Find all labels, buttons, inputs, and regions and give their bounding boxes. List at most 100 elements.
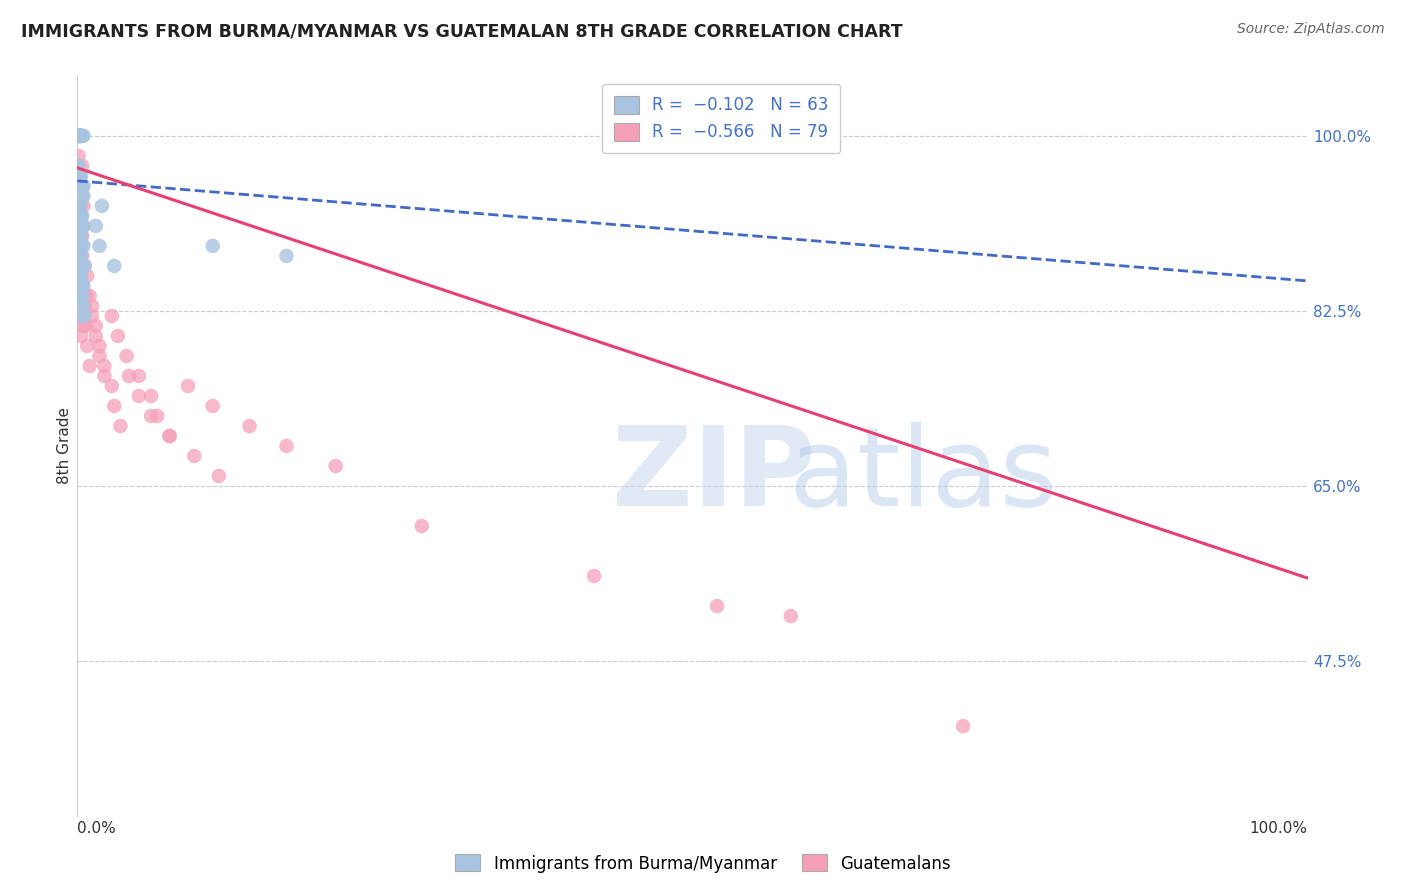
Point [101, 379, 124, 393]
Point [115, 349, 138, 363]
Point [72, 239, 94, 253]
Point [84, 219, 107, 233]
Point [69, 128, 91, 143]
Point [73, 259, 96, 273]
Point [70, 268, 93, 283]
Point [70, 128, 93, 143]
Point [183, 449, 205, 463]
Point [69, 209, 91, 223]
Point [67, 149, 90, 163]
Point [93, 368, 115, 383]
Point [70, 219, 93, 233]
Text: Source: ZipAtlas.com: Source: ZipAtlas.com [1237, 22, 1385, 37]
Point [201, 239, 224, 253]
Point [70, 159, 93, 173]
Point [75, 318, 97, 333]
Point [128, 368, 150, 383]
Point [76, 339, 98, 353]
Point [69, 199, 91, 213]
Point [70, 329, 93, 343]
Point [76, 268, 98, 283]
Point [411, 519, 433, 533]
Point [70, 279, 93, 293]
Point [70, 189, 93, 203]
Point [201, 399, 224, 413]
Point [72, 279, 94, 293]
Point [70, 178, 93, 193]
Point [101, 309, 124, 323]
Point [69, 128, 91, 143]
Point [69, 239, 91, 253]
Point [79, 359, 101, 373]
Point [90, 199, 114, 213]
Point [67, 159, 90, 173]
Point [70, 178, 93, 193]
Legend: Immigrants from Burma/Myanmar, Guatemalans: Immigrants from Burma/Myanmar, Guatemala… [449, 847, 957, 880]
Point [67, 199, 90, 213]
Text: 0.0%: 0.0% [77, 822, 117, 836]
Point [69, 228, 91, 243]
Point [72, 189, 94, 203]
Point [110, 419, 132, 434]
Point [70, 228, 93, 243]
Point [70, 128, 93, 143]
Point [70, 239, 93, 253]
Point [952, 719, 974, 733]
Point [67, 199, 90, 213]
Point [70, 128, 93, 143]
Point [70, 249, 93, 263]
Point [70, 209, 93, 223]
Point [70, 239, 93, 253]
Point [67, 249, 90, 263]
Point [67, 289, 90, 303]
Point [107, 329, 129, 343]
Point [84, 318, 107, 333]
Point [70, 199, 93, 213]
Point [583, 569, 606, 583]
Point [72, 199, 94, 213]
Point [75, 289, 97, 303]
Point [103, 259, 125, 273]
Point [67, 239, 90, 253]
Point [67, 209, 90, 223]
Point [69, 299, 91, 313]
Point [67, 178, 90, 193]
Point [69, 128, 91, 143]
Legend: R =  −0.102   N = 63, R =  −0.566   N = 79: R = −0.102 N = 63, R = −0.566 N = 79 [602, 84, 841, 153]
Point [706, 599, 728, 613]
Point [276, 439, 298, 453]
Point [70, 209, 93, 223]
Point [72, 219, 94, 233]
Text: 100.0%: 100.0% [1250, 822, 1308, 836]
Point [73, 309, 96, 323]
Point [70, 169, 93, 183]
Point [67, 228, 90, 243]
Point [128, 389, 150, 403]
Point [69, 128, 91, 143]
Point [69, 239, 91, 253]
Point [70, 228, 93, 243]
Point [89, 349, 111, 363]
Point [69, 249, 91, 263]
Point [70, 189, 93, 203]
Point [84, 329, 107, 343]
Point [208, 469, 231, 483]
Point [146, 409, 169, 423]
Point [239, 419, 262, 434]
Point [72, 299, 94, 313]
Point [69, 199, 91, 213]
Point [67, 268, 90, 283]
Point [70, 309, 93, 323]
Point [103, 399, 125, 413]
Point [69, 209, 91, 223]
Point [70, 279, 93, 293]
Point [67, 128, 90, 143]
Point [70, 259, 93, 273]
Point [70, 289, 93, 303]
Point [67, 259, 90, 273]
Point [69, 299, 91, 313]
Point [70, 178, 93, 193]
Text: atlas: atlas [613, 422, 1057, 529]
Point [69, 279, 91, 293]
Point [69, 169, 91, 183]
